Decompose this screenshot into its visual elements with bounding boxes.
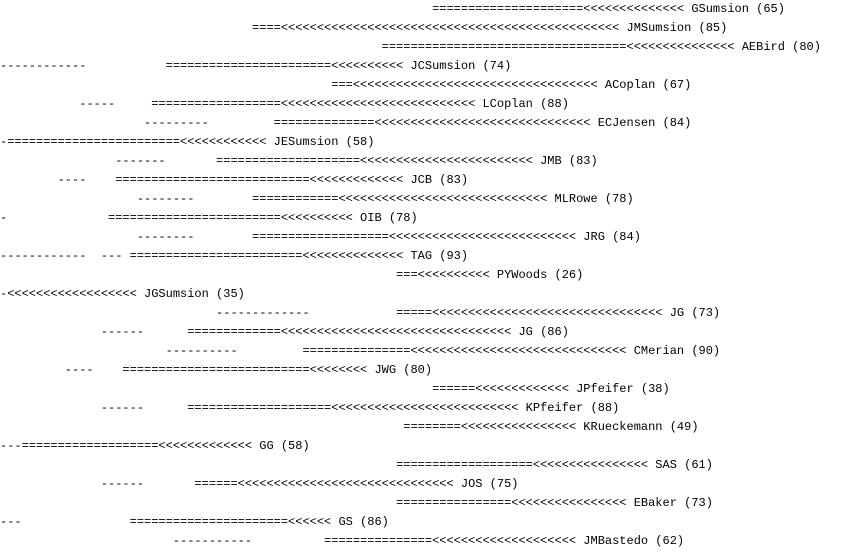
tree-row: ==================================<<<<<<…	[0, 38, 849, 57]
tree-row: -========================<<<<<<<<<<<< JE…	[0, 133, 849, 152]
ascii-pedigree-tree: =====================<<<<<<<<<<<<<< GSum…	[0, 0, 849, 552]
tree-row: ----- ==================<<<<<<<<<<<<<<<<…	[0, 95, 849, 114]
tree-row: - ========================<<<<<<<<<< OIB…	[0, 209, 849, 228]
tree-row: ---- ===========================<<<<<<<<…	[0, 171, 849, 190]
tree-row: -------- ============<<<<<<<<<<<<<<<<<<<…	[0, 190, 849, 209]
tree-row: ---===================<<<<<<<<<<<<< GG (…	[0, 437, 849, 456]
tree-row: --------- ==============<<<<<<<<<<<<<<<<…	[0, 114, 849, 133]
tree-row: ------- ====================<<<<<<<<<<<<…	[0, 152, 849, 171]
tree-row: ===================<<<<<<<<<<<<<<<< SAS …	[0, 456, 849, 475]
tree-row: ------ =============<<<<<<<<<<<<<<<<<<<<…	[0, 323, 849, 342]
tree-row: ------------ --- =======================…	[0, 247, 849, 266]
tree-row: ------------ =======================<<<<…	[0, 57, 849, 76]
tree-row: ====<<<<<<<<<<<<<<<<<<<<<<<<<<<<<<<<<<<<…	[0, 19, 849, 38]
tree-row: ===<<<<<<<<<<<<<<<<<<<<<<<<<<<<<<<<<< AC…	[0, 76, 849, 95]
tree-row: ===<<<<<<<<<< PYWoods (26)	[0, 266, 849, 285]
tree-row: ----------- ===============<<<<<<<<<<<<<…	[0, 532, 849, 551]
tree-row: ========<<<<<<<<<<<<<<<< KRueckemann (49…	[0, 418, 849, 437]
tree-row: ------ ====================<<<<<<<<<<<<<…	[0, 399, 849, 418]
tree-row: --- ======================<<<<<< GS (86)	[0, 513, 849, 532]
tree-row: -------- ===================<<<<<<<<<<<<…	[0, 228, 849, 247]
tree-row: ================<<<<<<<<<<<<<<<< EBaker …	[0, 494, 849, 513]
tree-row: ======<<<<<<<<<<<<< JPfeifer (38)	[0, 380, 849, 399]
tree-row: ---------- ===============<<<<<<<<<<<<<<…	[0, 342, 849, 361]
tree-row: =====================<<<<<<<<<<<<<< GSum…	[0, 0, 849, 19]
tree-row: -<<<<<<<<<<<<<<<<<< JGSumsion (35)	[0, 285, 849, 304]
tree-row: ---- ==========================<<<<<<<< …	[0, 361, 849, 380]
tree-row: ------------- =====<<<<<<<<<<<<<<<<<<<<<…	[0, 304, 849, 323]
tree-row: ------ ======<<<<<<<<<<<<<<<<<<<<<<<<<<<…	[0, 475, 849, 494]
